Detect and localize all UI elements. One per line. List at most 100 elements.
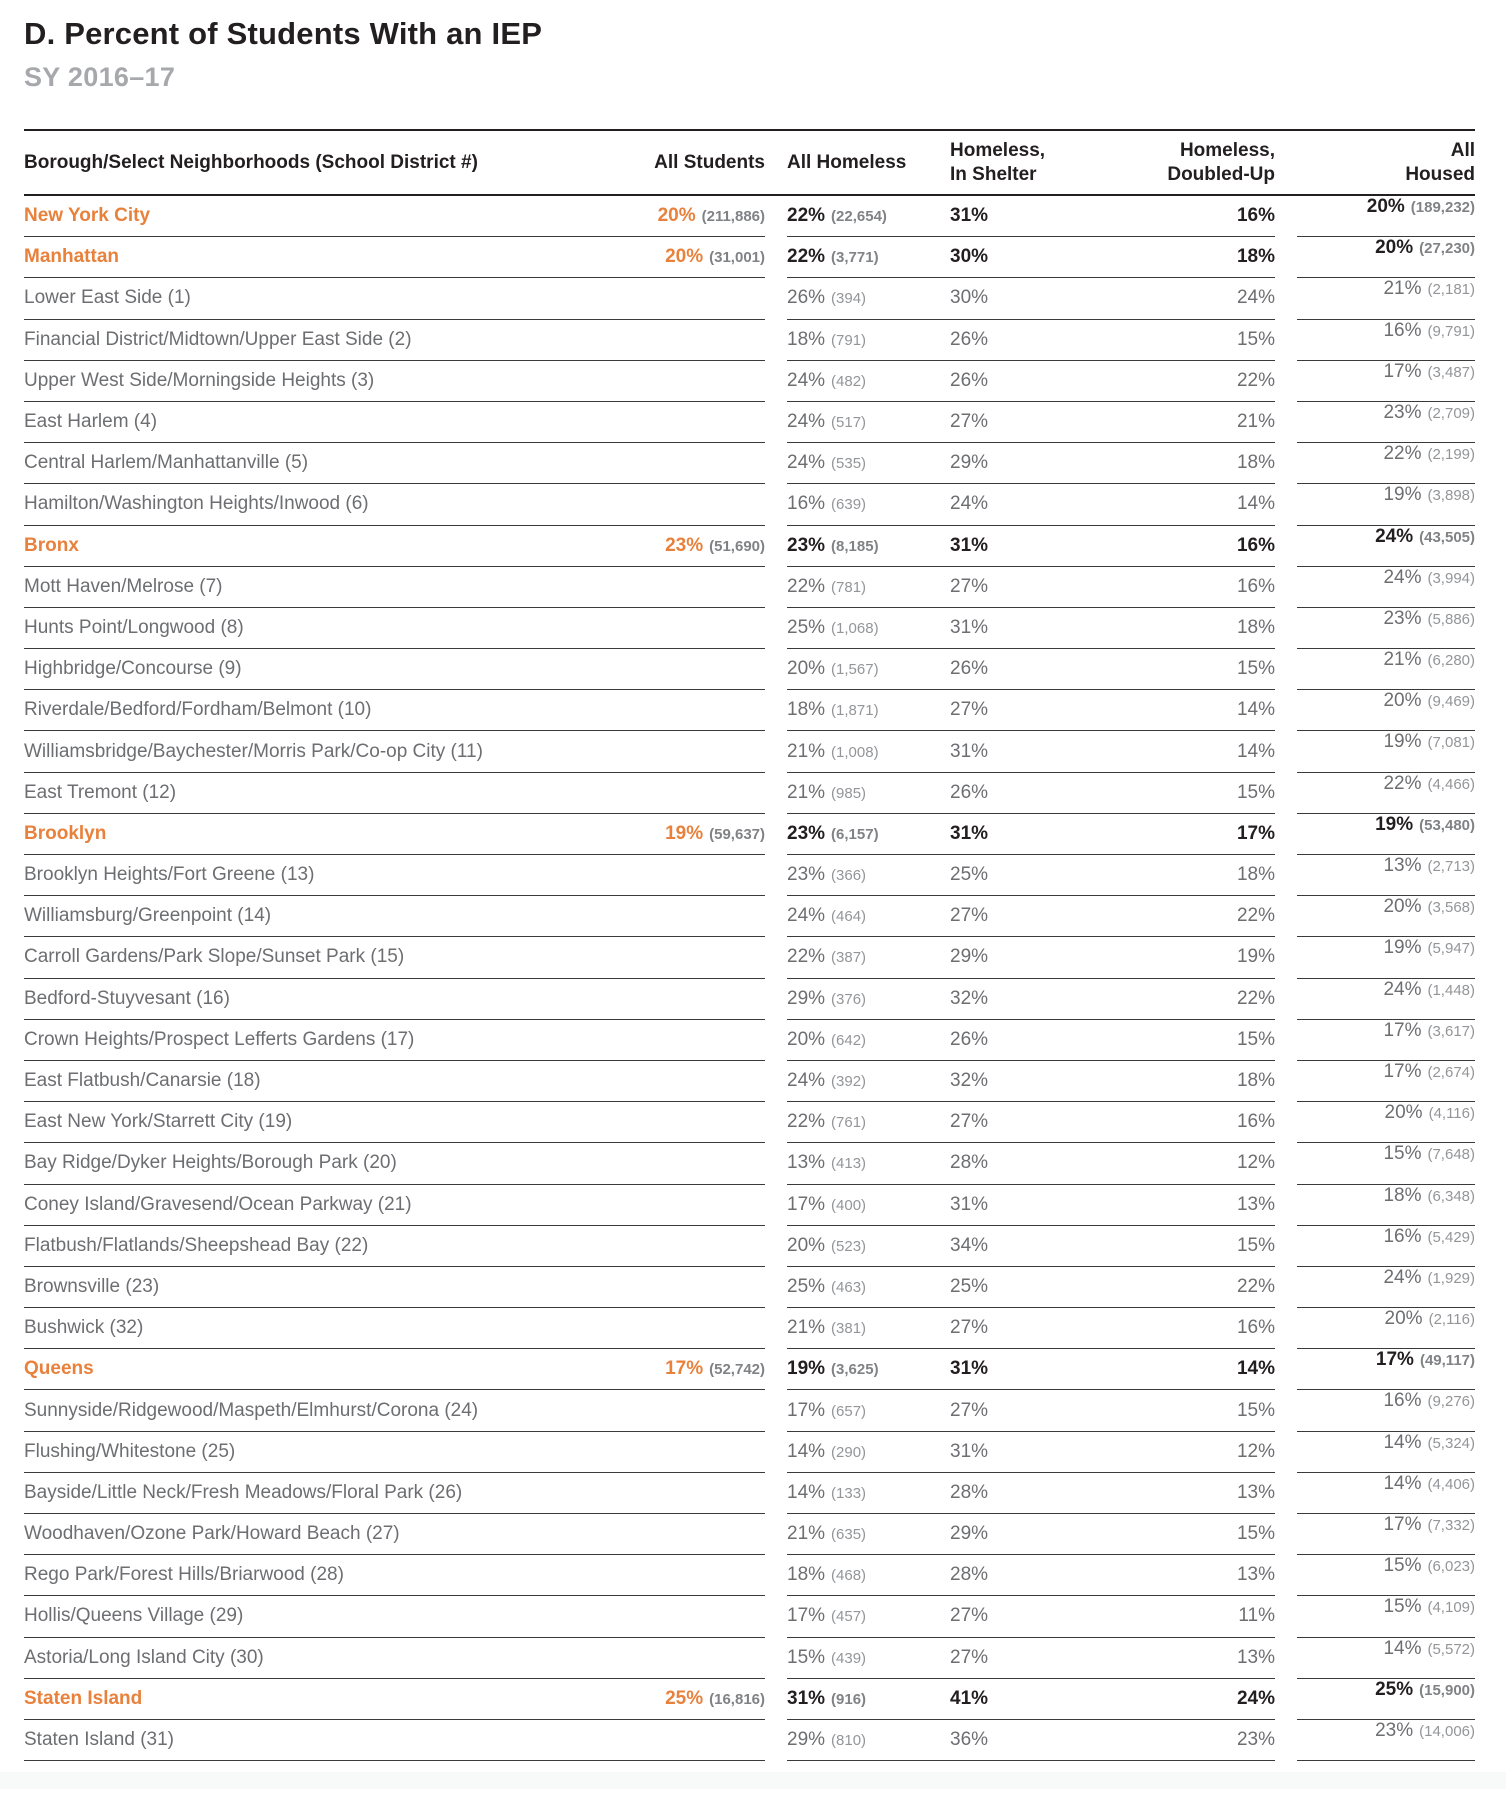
doubled-up-cell: 18%: [1237, 617, 1275, 639]
doubled-up-percent: 13%: [1236, 1646, 1275, 1668]
in-shelter-cell: 30%: [950, 246, 1237, 268]
table-row: New York City 20% (211,886) 22% (22,654) 31% 1…: [24, 196, 1475, 238]
all-homeless-count: (457): [831, 1608, 867, 1626]
neighborhood-name: Lower East Side (1): [24, 287, 191, 309]
all-homeless-cell: 25% (463): [787, 1276, 950, 1298]
doubled-up-percent: 16%: [1236, 575, 1275, 597]
all-students-count: (52,742): [709, 1361, 765, 1379]
neighborhood-name: Brooklyn: [24, 822, 107, 844]
all-homeless-percent: 24%: [787, 452, 826, 474]
footer-band: [0, 1772, 1506, 1790]
column-gap: [765, 237, 787, 278]
in-shelter-percent: 41%: [950, 1687, 989, 1709]
all-homeless-percent: 25%: [787, 1275, 826, 1297]
all-homeless-cell: 29% (810): [787, 1729, 950, 1751]
all-homeless-count: (535): [831, 455, 867, 473]
column-gap: [1275, 979, 1297, 1020]
doubled-up-cell: 12%: [1237, 1152, 1275, 1174]
neighborhood-name: Staten Island (31): [24, 1729, 174, 1751]
row-middle-block: 19% (3,625) 31% 14%: [787, 1349, 1275, 1391]
all-homeless-cell: 17% (657): [787, 1400, 950, 1422]
all-students-cell: 23% (51,690): [665, 535, 765, 557]
column-gap: [765, 196, 787, 237]
all-homeless-percent: 23%: [787, 864, 826, 886]
column-gap: [1275, 1679, 1297, 1720]
neighborhood-name: East Flatbush/Canarsie (18): [24, 1070, 261, 1092]
all-homeless-cell: 21% (381): [787, 1317, 950, 1339]
row-middle-block: 16% (639) 24% 14%: [787, 484, 1275, 526]
neighborhood-name: Hunts Point/Longwood (8): [24, 616, 244, 638]
column-gap: [1275, 1143, 1297, 1184]
all-housed-count: (7,332): [1427, 1517, 1475, 1534]
column-gap: [1275, 1514, 1297, 1555]
in-shelter-cell: 36%: [950, 1729, 1237, 1751]
all-housed-cell: 13% (2,713): [1297, 855, 1475, 897]
in-shelter-cell: 31%: [950, 617, 1237, 639]
in-shelter-percent: 29%: [950, 1523, 989, 1545]
column-gap: [765, 690, 787, 731]
all-housed-count: (27,230): [1419, 240, 1475, 258]
column-gap: [1275, 1720, 1297, 1761]
all-housed-cell: 16% (5,429): [1297, 1226, 1475, 1267]
all-housed-count: (2,674): [1427, 1063, 1475, 1081]
row-left-block: Mott Haven/Melrose (7): [24, 567, 765, 608]
all-housed-count: (15,900): [1419, 1681, 1475, 1699]
in-shelter-cell: 31%: [950, 1358, 1237, 1380]
row-left-block: Staten Island (31): [24, 1720, 765, 1762]
all-homeless-percent: 29%: [787, 1729, 826, 1751]
all-homeless-cell: 31% (916): [787, 1688, 950, 1710]
doubled-up-percent: 15%: [1236, 328, 1275, 350]
in-shelter-percent: 26%: [950, 781, 989, 803]
all-homeless-count: (381): [831, 1320, 867, 1338]
column-gap: [1275, 361, 1297, 402]
in-shelter-percent: 27%: [950, 1399, 989, 1421]
column-gap: [1275, 814, 1297, 855]
in-shelter-cell: 27%: [950, 1605, 1238, 1627]
all-housed-count: (3,568): [1427, 899, 1475, 917]
all-housed-cell: 17% (2,674): [1297, 1061, 1475, 1103]
in-shelter-cell: 30%: [950, 287, 1237, 309]
neighborhood-name: Bedford-Stuyvesant (16): [24, 987, 230, 1009]
doubled-up-percent: 16%: [1236, 1317, 1275, 1339]
all-students-cell: 20% (211,886): [658, 205, 765, 227]
column-gap: [1275, 526, 1297, 567]
column-gap: [765, 1308, 787, 1349]
neighborhood-name: Hollis/Queens Village (29): [24, 1605, 244, 1627]
in-shelter-cell: 26%: [950, 1029, 1237, 1051]
column-gap: [1275, 1308, 1297, 1349]
all-homeless-percent: 21%: [787, 1317, 826, 1339]
all-housed-cell: 22% (4,466): [1297, 773, 1475, 814]
all-homeless-cell: 26% (394): [787, 287, 950, 309]
column-gap: [1275, 731, 1297, 772]
column-gap: [765, 1185, 787, 1226]
column-gap: [765, 979, 787, 1020]
row-middle-block: 23% (8,185) 31% 16%: [787, 526, 1275, 567]
neighborhood-name: Bushwick (32): [24, 1317, 144, 1339]
all-housed-count: (7,648): [1427, 1146, 1475, 1164]
all-students-count: (31,001): [709, 249, 765, 267]
row-left-block: Williamsburg/Greenpoint (14): [24, 896, 765, 938]
all-homeless-cell: 24% (464): [787, 905, 950, 927]
all-homeless-count: (392): [831, 1073, 867, 1091]
column-gap: [765, 526, 787, 567]
row-left-block: Financial District/Midtown/Upper East Si…: [24, 320, 765, 361]
all-homeless-percent: 24%: [787, 411, 826, 433]
all-homeless-cell: 18% (1,871): [787, 699, 950, 721]
table-row: Brooklyn 19% (59,637) 23% (6,157) 31% 17% 19% (5…: [24, 814, 1475, 855]
neighborhood-name: Carroll Gardens/Park Slope/Sunset Park (…: [24, 946, 405, 968]
all-housed-count: (53,480): [1419, 816, 1475, 834]
all-homeless-percent: 22%: [787, 946, 826, 968]
all-students-count: (16,816): [709, 1690, 765, 1708]
in-shelter-cell: 25%: [950, 1276, 1237, 1298]
in-shelter-cell: 28%: [950, 1564, 1237, 1586]
doubled-up-cell: 15%: [1237, 1400, 1275, 1422]
column-gap: [765, 278, 787, 319]
doubled-up-percent: 14%: [1236, 493, 1275, 515]
all-housed-percent: 17%: [1375, 1349, 1414, 1371]
all-homeless-cell: 22% (22,654): [787, 205, 950, 227]
row-left-block: Riverdale/Bedford/Fordham/Belmont (10): [24, 690, 765, 732]
column-gap: [1275, 196, 1297, 237]
all-housed-count: (2,709): [1427, 404, 1475, 422]
column-gap: [765, 608, 787, 649]
in-shelter-percent: 31%: [950, 1358, 989, 1380]
